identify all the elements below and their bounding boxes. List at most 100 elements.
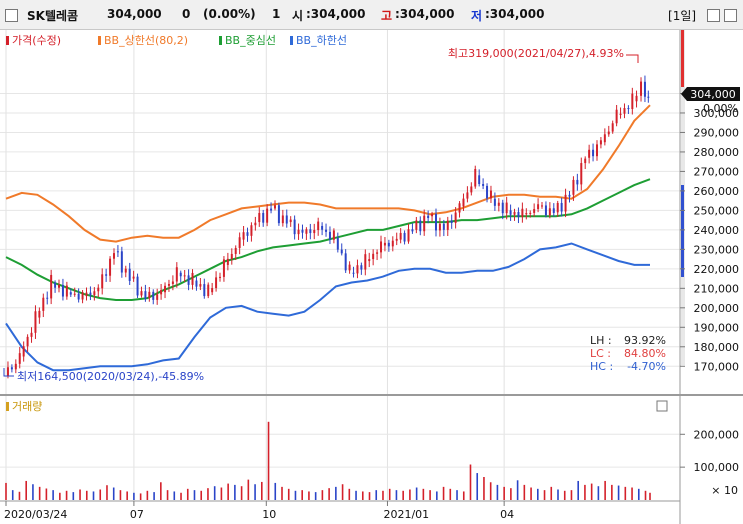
price-axis-ticks: 300,000 290,000 280,000 270,000 260,000 250,0… [680, 92, 740, 373]
volume-bar [281, 486, 283, 500]
close-icon[interactable] [724, 9, 737, 22]
period-text: 1일 [672, 9, 692, 23]
candle-body [478, 175, 481, 185]
volume-bar [631, 487, 633, 500]
candle-body [603, 134, 606, 143]
price-tick-label: 280,000 [694, 146, 740, 159]
price-legend: 가격(수정) BB_상한선(80,2) BB_중심선 BB_하한선 [6, 33, 347, 47]
price-range-marker-down [681, 185, 684, 277]
legend-upper-band: BB_상한선(80,2) [104, 34, 188, 47]
volume-bar [85, 490, 88, 500]
candle-body [595, 144, 598, 157]
candle-body [285, 215, 288, 224]
candle-body [262, 212, 265, 223]
last-price-tag-bg [681, 87, 740, 101]
price-tick-label: 290,000 [694, 126, 740, 139]
time-tick-label: 2021/01 [383, 508, 429, 521]
volume-bar [597, 486, 600, 500]
candle-body [65, 285, 68, 297]
candle-body [332, 230, 335, 240]
volume-bar [38, 486, 41, 500]
volume-bar [301, 490, 303, 500]
panel-restore-icon[interactable] [656, 400, 668, 412]
candle-body [73, 293, 76, 295]
candle-body [376, 252, 379, 254]
candle-body [537, 204, 540, 210]
candle-body [277, 205, 280, 224]
percent-change-label: 0.00% [703, 102, 738, 115]
candle-body [211, 288, 214, 293]
chart-background [0, 30, 743, 524]
volume-bar [247, 479, 250, 500]
volume-bar [294, 490, 297, 500]
volume-bar [624, 486, 627, 500]
restore-icon[interactable] [707, 9, 720, 22]
candle-body [380, 241, 383, 253]
volume-bar [72, 492, 75, 500]
candle-body [175, 267, 178, 282]
candle-body [482, 184, 485, 186]
candle-body [631, 93, 634, 109]
candle-body [647, 96, 650, 98]
last-price-value: 304,000 [690, 88, 736, 101]
legend-volume: 거래량 [12, 400, 42, 413]
volume-bar [207, 488, 209, 500]
volume-tick-label: 100,000 [694, 461, 740, 474]
volume-bar [476, 473, 479, 500]
upper-band-line [5, 104, 651, 243]
volume-bar [503, 486, 505, 500]
volume-bar [213, 486, 216, 500]
candle-body [219, 276, 222, 278]
middle-band-line [5, 178, 651, 301]
candle-body [254, 222, 257, 226]
price-tick-label: 260,000 [694, 185, 740, 198]
volume-bar [604, 480, 606, 500]
chart-area: 가격(수정) BB_상한선(80,2) BB_중심선 BB_하한선 최고319,… [0, 30, 743, 524]
last-price-tag: 304,000 [681, 87, 740, 101]
period-label[interactable]: [1일] [668, 9, 697, 23]
volume-bar [409, 489, 411, 500]
volume-bar [483, 477, 485, 500]
checkbox-icon[interactable] [5, 9, 18, 22]
candle-body [152, 291, 155, 300]
candle-body [187, 275, 190, 285]
candle-body [403, 232, 406, 242]
low-label: 저 [471, 9, 483, 23]
candle-body [301, 229, 304, 233]
volume-value: 1 [272, 7, 281, 21]
volume-bar [644, 490, 647, 500]
candle-body [81, 292, 84, 300]
candle-body [619, 113, 622, 115]
volume-bar [516, 480, 519, 500]
candle-body [344, 253, 347, 271]
stat-value: 93.92% [624, 334, 666, 347]
volume-bar [274, 482, 277, 500]
high-label: 고 [381, 9, 393, 23]
volume-bar [133, 492, 135, 500]
price-tick-label: 240,000 [694, 224, 740, 237]
volume-bar [523, 484, 526, 500]
volume-bar [429, 490, 431, 500]
volume-bar [146, 490, 149, 500]
price-candles [6, 75, 650, 379]
candle-body [356, 265, 359, 274]
candle-body [434, 213, 437, 231]
min-arrow-icon [3, 368, 14, 377]
price-tick-label: 250,000 [694, 204, 740, 217]
candle-body [93, 291, 96, 296]
candle-body [383, 242, 386, 246]
candle-body [116, 251, 119, 253]
volume-bar [543, 490, 546, 500]
volume-bar [510, 488, 512, 500]
price-tick-label: 270,000 [694, 165, 740, 178]
volume-bar [106, 485, 108, 500]
candle-body [336, 237, 339, 250]
volume-bar [227, 483, 229, 500]
max-arrow-icon [626, 54, 639, 63]
candle-body [521, 208, 524, 218]
candle-body [22, 346, 25, 357]
candle-body [615, 109, 618, 124]
candle-body [183, 275, 186, 277]
candle-body [564, 194, 567, 212]
candle-body [505, 202, 508, 214]
